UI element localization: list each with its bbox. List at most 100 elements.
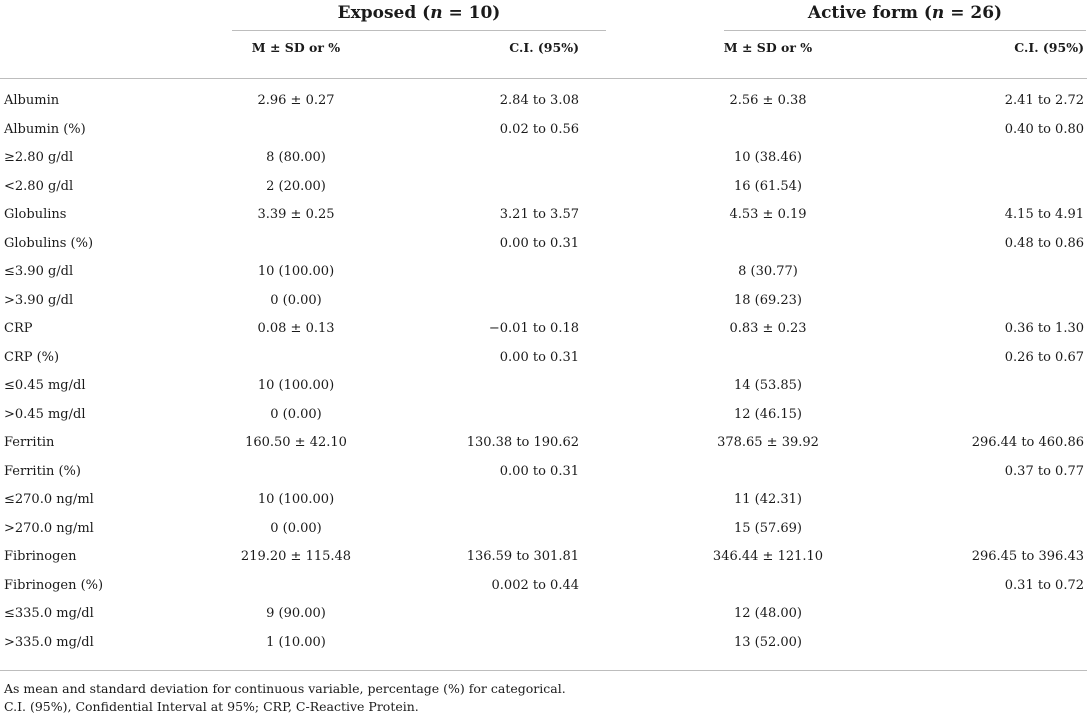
row-label: ≥2.80 g/dl xyxy=(4,150,74,165)
row-label: >335.0 mg/dl xyxy=(4,634,94,650)
exposed-mean-sd: 0 (0.00) xyxy=(270,292,322,308)
active-mean-sd: 16 (61.54) xyxy=(733,178,803,194)
group-label: Active form ( xyxy=(807,3,932,23)
table-row: ≤0.45 mg/dl 10 (100.00) 14 (53.85) xyxy=(0,372,1089,401)
table-row: Ferritin 160.50 ± 42.10 130.38 to 190.62 37… xyxy=(0,429,1089,458)
table-row: Globulins (%) 0.00 to 0.31 0.48 to 0.86 xyxy=(0,230,1089,259)
table-row: ≤3.90 g/dl 10 (100.00) 8 (30.77) xyxy=(0,258,1089,287)
active-mean-sd: 13 (52.00) xyxy=(733,634,803,650)
active-ci: 0.31 to 0.72 xyxy=(1004,577,1084,593)
row-label: Ferritin xyxy=(4,435,55,450)
active-mean-sd: 4.53 ± 0.19 xyxy=(729,207,807,222)
exposed-mean-sd: 2.96 ± 0.27 xyxy=(257,93,335,108)
group-label: Exposed ( xyxy=(337,3,431,23)
table-row: ≤270.0 ng/ml 10 (100.00) 11 (42.31) xyxy=(0,486,1089,515)
group-underline-active-form xyxy=(724,30,1086,31)
n-symbol: n xyxy=(931,3,945,23)
row-label: Albumin xyxy=(4,93,60,108)
active-ci: 0.48 to 0.86 xyxy=(1004,235,1084,251)
active-mean-sd: 0.83 ± 0.23 xyxy=(729,321,807,336)
table-row: >0.45 mg/dl 0 (0.00) 12 (46.15) xyxy=(0,401,1089,430)
table-row: CRP (%) 0.00 to 0.31 0.26 to 0.67 xyxy=(0,344,1089,373)
active-ci: 0.26 to 0.67 xyxy=(1004,349,1084,365)
exposed-mean-sd: 0 (0.00) xyxy=(270,406,322,422)
active-ci: 0.37 to 0.77 xyxy=(1004,463,1084,479)
table-row: Fibrinogen (%) 0.002 to 0.44 0.31 to 0.72 xyxy=(0,572,1089,601)
row-label: Albumin (%) xyxy=(4,121,86,137)
row-label: <2.80 g/dl xyxy=(4,178,74,194)
row-label: Ferritin (%) xyxy=(4,463,81,479)
exposed-ci: 0.00 to 0.31 xyxy=(499,235,579,251)
active-mean-sd: 12 (46.15) xyxy=(733,406,803,422)
group-header-exposed: Exposed (n = 10) xyxy=(232,0,606,26)
table-row: Albumin 2.96 ± 0.27 2.84 to 3.08 2.56 ± 0.3… xyxy=(0,87,1089,116)
active-ci: 4.15 to 4.91 xyxy=(1004,207,1084,222)
table-row: CRP 0.08 ± 0.13 −0.01 to 0.18 0.83 ± 0.23 0.… xyxy=(0,315,1089,344)
active-ci: 296.45 to 396.43 xyxy=(971,549,1084,564)
row-label: Fibrinogen xyxy=(4,549,77,564)
exposed-ci: 0.00 to 0.31 xyxy=(499,349,579,365)
exposed-mean-sd: 10 (100.00) xyxy=(257,264,335,279)
row-label: Fibrinogen (%) xyxy=(4,577,104,593)
row-label: >270.0 ng/ml xyxy=(4,520,94,536)
exposed-ci: 130.38 to 190.62 xyxy=(466,435,579,450)
exposed-mean-sd: 2 (20.00) xyxy=(266,178,326,194)
table-row: Albumin (%) 0.02 to 0.56 0.40 to 0.80 xyxy=(0,116,1089,145)
exposed-ci: 0.02 to 0.56 xyxy=(499,121,579,137)
n-value: = 10) xyxy=(442,3,501,23)
subheader-exposed-mean: M ± SD or % xyxy=(251,40,341,55)
active-mean-sd: 2.56 ± 0.38 xyxy=(729,93,807,108)
row-label: Globulins xyxy=(4,207,67,222)
exposed-ci: 0.00 to 0.31 xyxy=(499,463,579,479)
table-row: <2.80 g/dl 2 (20.00) 16 (61.54) xyxy=(0,173,1089,202)
exposed-ci: −0.01 to 0.18 xyxy=(488,321,579,336)
active-mean-sd: 10 (38.46) xyxy=(733,150,803,165)
active-ci: 0.40 to 0.80 xyxy=(1004,121,1084,137)
active-mean-sd: 346.44 ± 121.10 xyxy=(712,549,824,564)
header-divider xyxy=(0,78,1087,79)
exposed-mean-sd: 1 (10.00) xyxy=(266,634,326,650)
active-ci: 296.44 to 460.86 xyxy=(971,435,1084,450)
footnote-2: C.I. (95%), Confidential Interval at 95%… xyxy=(4,699,419,714)
row-label: ≤0.45 mg/dl xyxy=(4,378,86,393)
n-value: = 26) xyxy=(944,3,1003,23)
subheader-exposed-ci: C.I. (95%) xyxy=(509,40,579,55)
exposed-ci: 2.84 to 3.08 xyxy=(499,93,579,108)
table-row: ≥2.80 g/dl 8 (80.00) 10 (38.46) xyxy=(0,144,1089,173)
exposed-ci: 0.002 to 0.44 xyxy=(491,577,579,593)
subheader-active-ci: C.I. (95%) xyxy=(1014,40,1084,55)
row-label: >3.90 g/dl xyxy=(4,292,74,308)
group-underline-exposed xyxy=(232,30,606,31)
active-mean-sd: 378.65 ± 39.92 xyxy=(717,435,819,450)
exposed-mean-sd: 9 (90.00) xyxy=(266,606,326,621)
table-row: >3.90 g/dl 0 (0.00) 18 (69.23) xyxy=(0,287,1089,316)
footnote-1: As mean and standard deviation for conti… xyxy=(4,681,566,696)
active-mean-sd: 18 (69.23) xyxy=(733,292,803,308)
exposed-mean-sd: 8 (80.00) xyxy=(266,150,326,165)
table-row: ≤335.0 mg/dl 9 (90.00) 12 (48.00) xyxy=(0,600,1089,629)
row-label: >0.45 mg/dl xyxy=(4,406,86,422)
row-label: CRP (%) xyxy=(4,349,60,365)
exposed-mean-sd: 0.08 ± 0.13 xyxy=(257,321,335,336)
exposed-ci: 136.59 to 301.81 xyxy=(466,549,579,564)
active-mean-sd: 15 (57.69) xyxy=(733,520,803,536)
row-label: ≤270.0 ng/ml xyxy=(4,492,94,507)
exposed-mean-sd: 160.50 ± 42.10 xyxy=(245,435,347,450)
active-mean-sd: 8 (30.77) xyxy=(738,264,798,279)
n-symbol: n xyxy=(430,3,443,23)
row-label: ≤335.0 mg/dl xyxy=(4,606,94,621)
exposed-mean-sd: 10 (100.00) xyxy=(257,492,335,507)
subheader-active-mean: M ± SD or % xyxy=(723,40,813,55)
table-row: Globulins 3.39 ± 0.25 3.21 to 3.57 4.53 ± 0… xyxy=(0,201,1089,230)
bottom-divider xyxy=(0,670,1087,671)
row-label: ≤3.90 g/dl xyxy=(4,264,74,279)
exposed-mean-sd: 219.20 ± 115.48 xyxy=(240,549,352,564)
active-mean-sd: 12 (48.00) xyxy=(733,606,803,621)
exposed-mean-sd: 3.39 ± 0.25 xyxy=(257,207,335,222)
table-row: Fibrinogen 219.20 ± 115.48 136.59 to 301.8… xyxy=(0,543,1089,572)
active-ci: 0.36 to 1.30 xyxy=(1004,321,1084,336)
table-row: >335.0 mg/dl 1 (10.00) 13 (52.00) xyxy=(0,629,1089,658)
row-label: Globulins (%) xyxy=(4,235,94,251)
active-ci: 2.41 to 2.72 xyxy=(1004,93,1084,108)
exposed-mean-sd: 10 (100.00) xyxy=(257,378,335,393)
